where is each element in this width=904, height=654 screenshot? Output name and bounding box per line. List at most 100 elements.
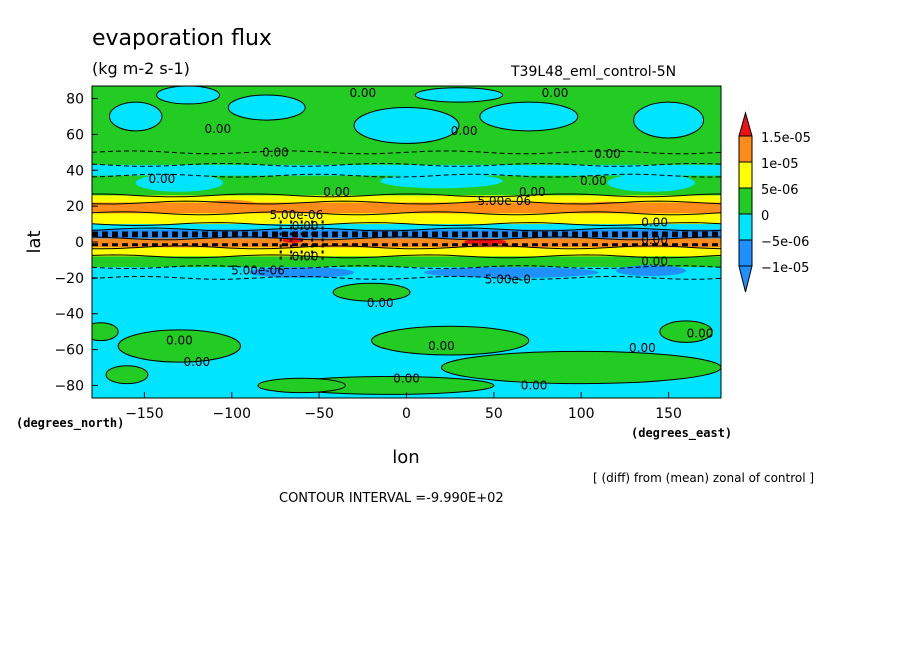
- green-patch-s-1: [92, 322, 119, 342]
- contour-line-3: [92, 193, 721, 198]
- legend-label-2: 5e-06: [761, 183, 799, 198]
- x-tick-label-4: 50: [485, 406, 503, 422]
- y-tick-label-7: 60: [66, 127, 84, 143]
- y-tick-label-8: 80: [66, 92, 84, 108]
- x-unit-label: (degrees_east): [631, 426, 732, 441]
- band-6: [92, 213, 721, 225]
- band-5: [92, 202, 721, 214]
- legend-swatch-1: [738, 161, 753, 189]
- x-tick-label-1: −100: [213, 406, 251, 422]
- legend-label-4: −5e-06: [761, 235, 809, 250]
- chart-units: (kg m-2 s-1): [92, 59, 190, 78]
- band-10: [92, 247, 721, 257]
- contour-label-3: 0.00: [451, 124, 478, 138]
- band-4: [92, 195, 721, 204]
- cyan-patch-n-4: [633, 101, 705, 139]
- contour-label-11: 5.00e-06: [270, 208, 324, 222]
- contour-labels: 0.00 0.00 0.00 0.00 0.00 0.00 0.00 0.00 0.00 0.00…: [149, 86, 714, 392]
- blue-patch-s-1: [423, 267, 599, 278]
- chart-title: evaporation flux: [92, 26, 272, 51]
- cyan-patch-m-1: [380, 173, 503, 189]
- cyan-patch-n-6: [414, 87, 504, 103]
- contour-label-7: 0.00: [580, 174, 607, 188]
- y-axis-label: lat: [24, 230, 45, 253]
- legend-top-arrow: [738, 111, 753, 137]
- contour-label-17: 5.00e-06: [231, 264, 285, 278]
- contour-label-16: 0.00: [641, 255, 668, 269]
- contour-label-8: 0.00: [323, 185, 350, 199]
- contour-line-5: [92, 211, 721, 216]
- band-11: [92, 256, 721, 268]
- contour-interval: CONTOUR INTERVAL =-9.990E+02: [279, 491, 504, 506]
- legend-swatch-3: [738, 213, 753, 241]
- contour-line-4: [92, 200, 721, 205]
- legend-label-0: 1.5e-05: [761, 131, 811, 146]
- contour-label-9: 0.00: [519, 185, 546, 199]
- cyan-patch-n-1: [227, 94, 306, 121]
- y-unit-label: (degrees_north): [16, 416, 124, 431]
- green-patch-s-6: [659, 320, 713, 343]
- green-patch-s-2: [332, 282, 411, 302]
- contour-label-1: 0.00: [542, 86, 569, 100]
- contour-label-6: 0.00: [149, 172, 176, 186]
- y-tick-label-4: 0: [75, 235, 84, 251]
- contour-label-23: 0.00: [687, 326, 714, 340]
- contour-line-6: [92, 222, 721, 227]
- y-axis-ticks: −80 −60 −40 −20 0 20 40 60 80: [54, 92, 98, 394]
- contour-line-1: [92, 163, 721, 167]
- x-axis-label: lon: [392, 447, 419, 468]
- contour-label-26: 0.00: [521, 378, 548, 392]
- contour-line-11: [92, 265, 721, 269]
- cyan-patch-m-2: [607, 173, 695, 192]
- x-tick-label-5: 100: [568, 406, 595, 422]
- legend-bottom-arrow: [738, 265, 753, 293]
- green-patch-s-4: [440, 350, 721, 385]
- cyan-patch-n-3: [479, 101, 579, 132]
- y-tick-label-3: −20: [54, 271, 84, 287]
- contour-line-2: [92, 173, 721, 178]
- orange-patch-0: [207, 199, 257, 209]
- cyan-patch-m-0: [135, 173, 224, 192]
- contour-label-13: 0.00: [641, 215, 668, 229]
- x-tick-label-3: 0: [402, 406, 411, 422]
- legend-label-5: −1e-05: [761, 261, 809, 276]
- diff-note: [ (diff) from (mean) zonal of control ]: [593, 471, 814, 485]
- contour-label-12: 0.00: [292, 219, 319, 233]
- band-9: [92, 238, 721, 248]
- contour-label-5: 0.00: [594, 147, 621, 161]
- filled-contour-bands: [92, 86, 721, 398]
- contour-line-7: [92, 227, 721, 232]
- legend-swatch-4: [738, 239, 753, 267]
- green-patch-s-8: [105, 365, 149, 385]
- y-tick-label-6: 40: [66, 163, 84, 179]
- contour-label-10: 5.00e-06: [477, 194, 531, 208]
- x-tick-label-2: −50: [304, 406, 334, 422]
- band-1: [92, 152, 721, 166]
- x-tick-label-6: 150: [655, 406, 682, 422]
- contour-line-9: [92, 245, 721, 250]
- contour-label-22: 0.00: [629, 341, 656, 355]
- contour-line-10: [92, 254, 721, 259]
- contour-line-0: [92, 150, 721, 155]
- contour-label-19: 0.00: [367, 296, 394, 310]
- contour-label-20: 0.00: [166, 334, 193, 348]
- contour-label-4: 0.00: [262, 145, 289, 159]
- contour-label-18: 5.00e-0: [485, 273, 531, 287]
- legend-swatch-0: [738, 135, 753, 163]
- contour-label-2: 0.00: [204, 122, 231, 136]
- band-7: [92, 224, 721, 230]
- contour-label-24: 0.00: [183, 355, 210, 369]
- y-tick-label-5: 20: [66, 199, 84, 215]
- dataset-label: T39L48_eml_control-5N: [510, 64, 676, 80]
- cyan-patch-n-5: [156, 86, 221, 105]
- cyan-patch-n-2: [353, 107, 460, 144]
- cyan-patch-n-0: [108, 101, 163, 132]
- blue-patch-s-2: [616, 265, 687, 277]
- contour-label-25: 0.00: [393, 371, 420, 385]
- legend-label-1: 1e-05: [761, 157, 799, 172]
- green-patch-s-0: [117, 329, 242, 363]
- legend-swatch-2: [738, 187, 753, 215]
- contour-label-0: 0.00: [349, 86, 376, 100]
- contour-label-14: 0.00: [641, 233, 668, 247]
